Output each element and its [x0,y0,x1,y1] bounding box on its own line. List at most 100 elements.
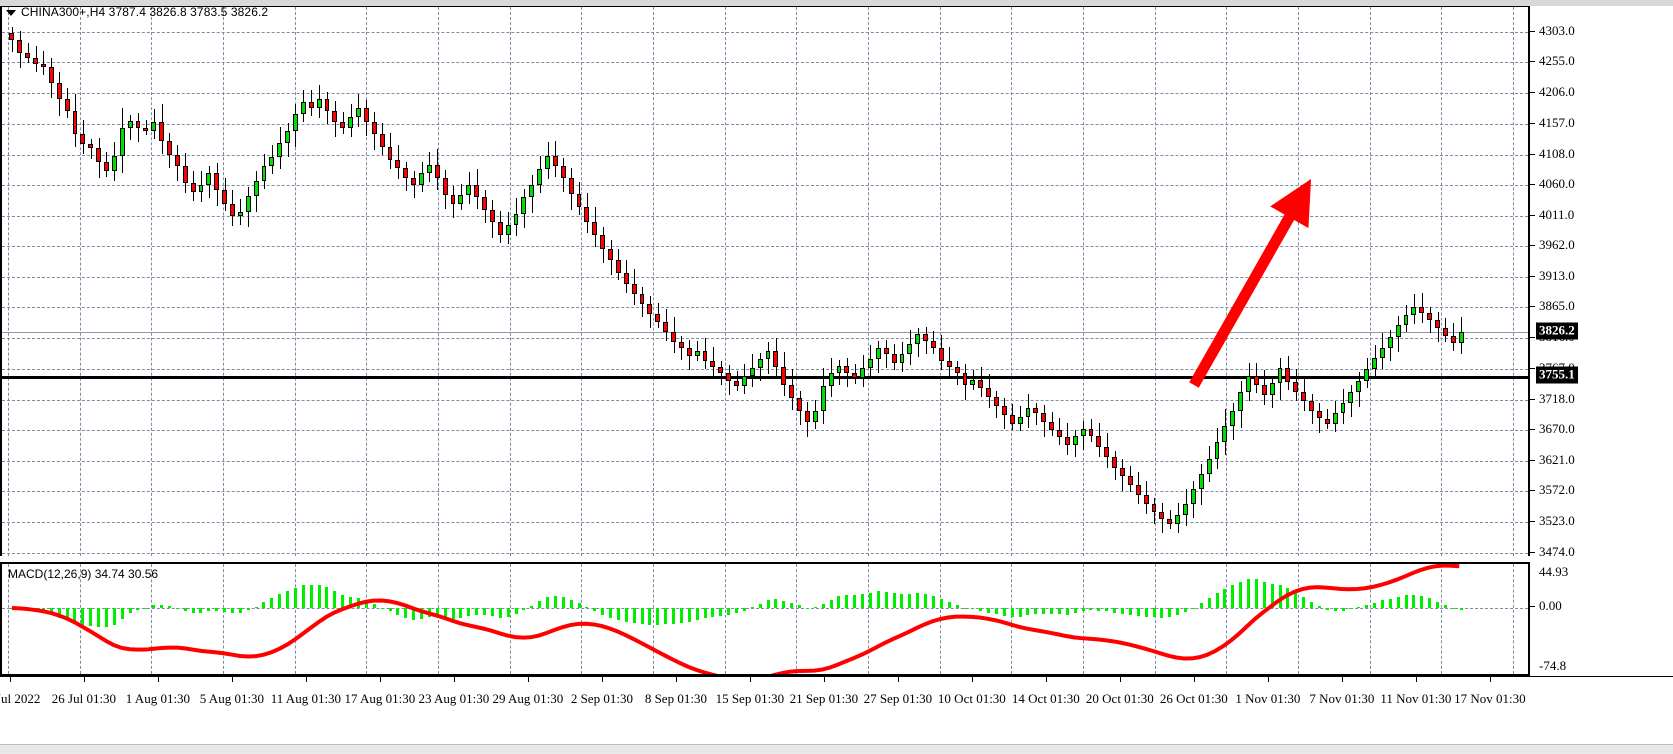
time-gridline [1154,7,1156,556]
support-level-label: 3755.1 [1536,366,1578,384]
price-axis-tick [1530,306,1535,308]
candle-body [631,284,637,295]
time-gridline [366,7,368,556]
macd-histogram-bar [1010,608,1014,618]
price-gridline [2,32,1528,33]
price-axis[interactable]: 4303.0 4255.0 4206.0 4157.0 4108.0 4060.0 4011… [1528,6,1673,559]
macd-histogram-bar [73,608,77,624]
macd-histogram-bar [81,608,85,626]
candle-body [1324,418,1330,424]
macd-histogram-bar [648,608,652,625]
price-axis-label: 4206.0 [1539,83,1575,99]
candle-body [1198,473,1204,489]
candle-body [387,147,393,160]
price-chart-pane[interactable] [0,6,1528,556]
price-axis-label: 3913.0 [1539,268,1575,284]
candle-body [663,321,669,332]
candle-body [797,398,802,411]
candle-body [119,128,125,157]
candle-body [48,66,54,83]
candle-body [253,180,259,197]
candle-body [1450,335,1456,344]
macd-histogram-bar [577,603,581,609]
candle-wick [240,199,242,226]
macd-histogram-bar [861,594,865,608]
macd-histogram-bar [364,600,368,608]
candle-body [458,194,464,204]
candle-body [584,207,590,223]
candle-body [72,110,78,135]
price-gridline [2,92,1528,94]
candle-body [1379,348,1385,359]
macd-histogram-bar [1136,608,1140,616]
macd-histogram-bar [317,584,321,609]
macd-histogram-bar [293,587,297,609]
time-gridline [438,7,440,556]
time-gridline [366,564,368,674]
candle-body [868,359,873,369]
time-gridline [8,7,9,556]
candle-body [1190,488,1196,504]
candle-body [1080,428,1086,437]
price-gridline [2,338,1528,340]
candle-body [222,189,228,204]
macd-histogram-bar [1231,585,1235,609]
candle-body [442,178,448,195]
macd-histogram-bar [735,608,739,614]
macd-histogram-bar [349,596,353,608]
price-gridline [2,62,1528,64]
time-gridline [581,7,583,556]
candle-body [1096,436,1102,448]
time-axis[interactable]: 20 Jul 2022 26 Jul 01:30 1 Aug 01:30 5 Aug … [0,676,1673,728]
candle-body [568,178,574,194]
candle-body [159,121,165,141]
macd-histogram-bar [939,598,943,608]
candle-body [986,388,992,398]
time-axis-label: 29 Aug 01:30 [492,691,564,706]
macd-histogram-bar [1176,608,1180,616]
candle-body [710,360,716,367]
macd-histogram-bar [160,604,164,608]
time-gridline [8,564,9,674]
candle-body [970,379,976,385]
window-bottom-strip [0,744,1673,754]
price-gridline [2,522,1528,524]
time-axis-tick [1489,677,1491,682]
candle-wick [1035,403,1037,425]
candle-body [576,193,582,208]
collapse-caret-icon[interactable] [6,9,16,16]
time-gridline [1226,7,1228,556]
candle-body [749,368,755,377]
macd-histogram-bar [798,605,802,608]
macd-histogram-bar [1207,597,1211,608]
candle-body [474,184,480,198]
candle-body [521,197,527,214]
candle-body [600,234,606,249]
macd-histogram-bar [404,608,408,618]
macd-histogram-bar [963,607,967,609]
candle-body [513,213,519,225]
macd-histogram-bar [758,603,762,608]
macd-histogram-bar [695,608,699,620]
macd-histogram-bar [262,602,266,609]
price-gridline [2,553,1528,554]
time-axis-tick [675,677,677,682]
price-axis-label: 4303.0 [1539,23,1575,38]
candle-body [836,365,842,374]
candle-body [1285,368,1291,383]
price-gridline [2,460,1528,462]
macd-indicator-label: MACD(12,26,9) 34.74 30.56 [8,567,159,581]
macd-histogram-bar [278,594,282,609]
time-axis-tick [9,677,11,682]
candle-body [426,164,432,174]
candle-body [505,224,511,235]
candle-body [1387,336,1393,349]
candle-body [482,197,487,210]
macd-pane[interactable]: MACD(12,26,9) 34.74 30.56 [0,562,1528,676]
candle-body [647,304,653,314]
time-gridline [294,564,296,674]
macd-histogram-bar [774,599,778,609]
price-axis-tick [1530,428,1535,430]
macd-histogram-bar [136,608,140,610]
macd-histogram-bar [908,593,912,609]
